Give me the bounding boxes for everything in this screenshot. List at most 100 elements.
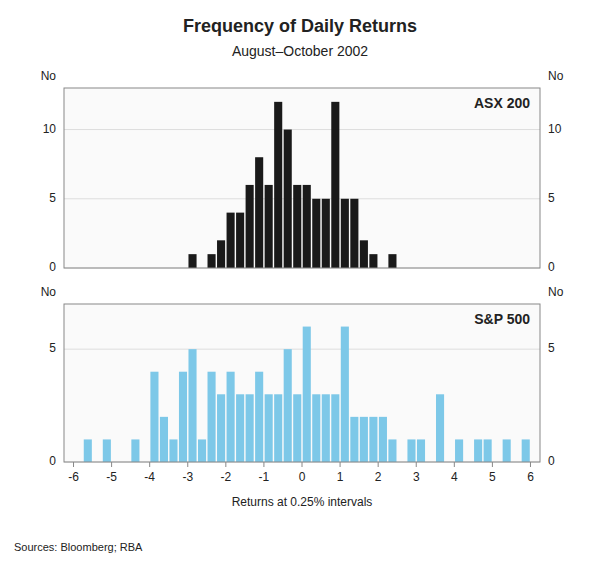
x-tick-label: 5 — [489, 470, 496, 484]
bar — [369, 254, 377, 268]
y2-tick-label: 5 — [548, 191, 555, 205]
bar — [274, 102, 282, 268]
y-tick-label: 5 — [49, 341, 56, 355]
bar — [303, 327, 311, 462]
bar — [455, 439, 463, 462]
plot-frame — [64, 304, 540, 462]
x-tick-label: 4 — [451, 470, 458, 484]
bar — [227, 372, 235, 462]
bar — [331, 102, 339, 268]
x-tick — [416, 462, 417, 467]
bar — [265, 394, 273, 462]
x-tick — [149, 462, 150, 467]
bar — [217, 240, 225, 268]
bar — [407, 439, 415, 462]
x-tick-label: -1 — [259, 470, 270, 484]
x-tick-label: -2 — [221, 470, 232, 484]
bars — [188, 102, 396, 268]
bar — [379, 417, 387, 462]
y-tick-label: 0 — [49, 454, 56, 468]
y-tick-label: 0 — [49, 260, 56, 274]
bar — [293, 185, 301, 268]
bar — [150, 372, 158, 462]
x-tick — [454, 462, 455, 467]
bar — [360, 417, 368, 462]
y2-tick-label: 10 — [548, 122, 562, 136]
bar — [160, 417, 168, 462]
x-tick — [263, 462, 264, 467]
bar — [179, 372, 187, 462]
bar — [84, 439, 92, 462]
x-tick-label: -5 — [106, 470, 117, 484]
grid-line — [64, 129, 540, 130]
x-tick — [530, 462, 531, 467]
grid-line — [64, 198, 540, 199]
bar — [188, 254, 196, 268]
bar — [388, 439, 396, 462]
bar — [246, 394, 254, 462]
x-tick-label: 0 — [299, 470, 306, 484]
bars — [84, 327, 530, 462]
bar — [484, 439, 492, 462]
bar — [103, 439, 111, 462]
y-tick-label: 10 — [43, 122, 57, 136]
bar — [227, 213, 235, 268]
series-label: ASX 200 — [474, 95, 530, 111]
plot-frame — [64, 88, 540, 268]
bar — [131, 439, 139, 462]
source: Sources: Bloomberg; RBA — [14, 541, 143, 553]
x-tick-label: 6 — [527, 470, 534, 484]
bar — [217, 394, 225, 462]
x-tick-label: 1 — [337, 470, 344, 484]
x-tick — [187, 462, 188, 467]
x-tick-label: 2 — [375, 470, 382, 484]
bar — [198, 439, 206, 462]
bar — [331, 394, 339, 462]
chart: ASX 20005100510NoNoFrequency of Daily Re… — [0, 0, 600, 565]
y2-axis-label: No — [548, 285, 564, 299]
y-axis-label: No — [41, 285, 57, 299]
bar — [284, 349, 292, 462]
bar — [341, 199, 349, 268]
x-tick — [302, 462, 303, 467]
grid-line — [64, 349, 540, 350]
bar — [341, 327, 349, 462]
bar — [350, 199, 358, 268]
bar — [169, 439, 177, 462]
bar — [188, 349, 196, 462]
bar — [322, 199, 330, 268]
bar — [236, 213, 244, 268]
x-tick — [73, 462, 74, 467]
x-tick — [378, 462, 379, 467]
bar — [522, 439, 530, 462]
x-tick-label: -4 — [144, 470, 155, 484]
bar — [265, 185, 273, 268]
x-tick — [492, 462, 493, 467]
bar — [255, 157, 263, 268]
bar — [474, 439, 482, 462]
bar — [274, 394, 282, 462]
y-axis-label: No — [41, 69, 57, 83]
bar — [246, 185, 254, 268]
y2-tick-label: 5 — [548, 341, 555, 355]
y2-axis-label: No — [548, 69, 564, 83]
x-tick-label: -6 — [68, 470, 79, 484]
bar — [369, 417, 377, 462]
y2-tick-label: 0 — [548, 454, 555, 468]
bar — [255, 372, 263, 462]
bar — [293, 394, 301, 462]
bar — [303, 185, 311, 268]
bar — [322, 394, 330, 462]
bar — [312, 394, 320, 462]
bar — [350, 417, 358, 462]
bar — [388, 254, 396, 268]
plot-area — [64, 88, 540, 268]
bar — [284, 130, 292, 268]
x-axis-label: Returns at 0.25% intervals — [232, 495, 373, 509]
x-tick — [340, 462, 341, 467]
x-tick-label: 3 — [413, 470, 420, 484]
bar — [236, 394, 244, 462]
x-tick-label: -3 — [182, 470, 193, 484]
y-tick-label: 5 — [49, 191, 56, 205]
bar — [503, 439, 511, 462]
